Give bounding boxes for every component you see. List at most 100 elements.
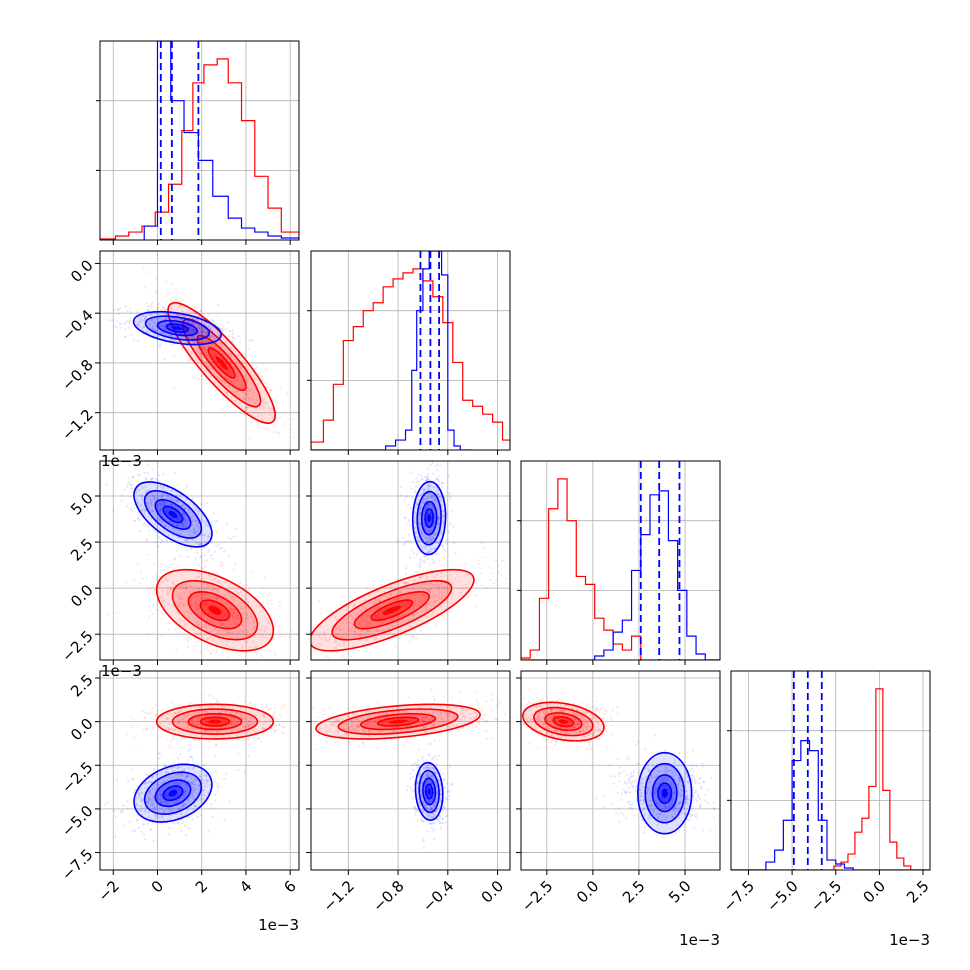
red-sample bbox=[369, 621, 372, 624]
blue-sample bbox=[158, 494, 161, 497]
y-tick-label: −0.8 bbox=[58, 356, 96, 394]
blue-sample bbox=[150, 478, 153, 481]
red-sample bbox=[206, 596, 209, 599]
red-sample bbox=[394, 644, 397, 648]
red-sample bbox=[134, 744, 138, 747]
blue-sample bbox=[426, 475, 429, 478]
red-sample bbox=[230, 374, 233, 378]
blue-sample bbox=[182, 525, 186, 528]
red-sample bbox=[196, 595, 199, 598]
blue-sample bbox=[160, 801, 163, 804]
blue-sample bbox=[171, 324, 174, 327]
blue-sample bbox=[159, 504, 162, 507]
y-tick-label: −2.5 bbox=[58, 758, 96, 796]
red-sample bbox=[213, 354, 216, 357]
blue-sample bbox=[180, 769, 184, 772]
blue-sample bbox=[199, 330, 202, 333]
red-sample bbox=[190, 351, 193, 354]
red-sample bbox=[282, 732, 285, 735]
blue-sample bbox=[201, 797, 205, 800]
red-sample bbox=[340, 656, 343, 659]
blue-sample bbox=[163, 309, 166, 312]
red-sample bbox=[182, 598, 185, 601]
blue-sample bbox=[431, 461, 434, 464]
blue-sample bbox=[179, 782, 182, 785]
blue-sample bbox=[447, 475, 450, 478]
red-sample bbox=[236, 622, 239, 626]
blue-sample bbox=[425, 541, 429, 544]
blue-sample bbox=[211, 330, 214, 333]
blue-sample bbox=[150, 302, 153, 305]
red-sample bbox=[206, 586, 209, 590]
blue-sample bbox=[140, 509, 143, 512]
red-sample bbox=[236, 721, 239, 724]
blue-sample bbox=[424, 508, 427, 511]
red-sample bbox=[225, 382, 228, 385]
red-sample bbox=[485, 730, 488, 733]
blue-sample bbox=[171, 776, 174, 779]
blue-sample bbox=[138, 796, 141, 799]
blue-sample bbox=[154, 522, 157, 526]
red-sample bbox=[154, 713, 157, 716]
blue-sample bbox=[172, 530, 176, 534]
red-sample bbox=[142, 710, 145, 714]
blue-sample bbox=[416, 503, 419, 506]
blue-sample bbox=[156, 504, 159, 507]
blue-sample bbox=[156, 798, 159, 802]
red-sample bbox=[179, 618, 182, 621]
panel-frame bbox=[310, 460, 511, 661]
red-sample bbox=[177, 710, 180, 714]
red-sample bbox=[236, 663, 238, 665]
blue-sample bbox=[420, 572, 423, 576]
blue-sample bbox=[129, 311, 133, 314]
blue-sample bbox=[222, 334, 225, 337]
y-tick-label: 2.5 bbox=[67, 671, 97, 701]
red-sample bbox=[199, 355, 202, 359]
blue-sample bbox=[437, 524, 440, 527]
blue-sample bbox=[166, 784, 169, 788]
blue-sample bbox=[435, 486, 438, 489]
red-sample bbox=[215, 700, 218, 703]
red-sample bbox=[125, 581, 128, 584]
blue-sample bbox=[206, 779, 209, 782]
red-sample bbox=[186, 714, 190, 718]
red-sample bbox=[171, 303, 174, 306]
red-sample bbox=[231, 616, 234, 619]
blue-sample bbox=[195, 805, 198, 808]
red-sample bbox=[152, 593, 155, 597]
red-sample bbox=[343, 598, 347, 602]
red-sample bbox=[220, 706, 223, 709]
blue-sample bbox=[432, 486, 435, 489]
red-sample bbox=[377, 598, 380, 601]
blue-sample bbox=[215, 520, 219, 523]
red-sample bbox=[178, 704, 181, 707]
blue-sample bbox=[442, 556, 445, 560]
blue-sample bbox=[437, 478, 440, 481]
red-sample bbox=[260, 375, 263, 378]
blue-sample bbox=[179, 766, 182, 769]
red-sample bbox=[261, 726, 265, 730]
red-sample bbox=[229, 712, 232, 715]
blue-sample bbox=[176, 499, 179, 502]
blue-sample bbox=[156, 795, 160, 798]
blue-sample bbox=[435, 476, 438, 479]
red-sample bbox=[368, 629, 371, 633]
blue-sample bbox=[126, 485, 129, 488]
blue-sample bbox=[437, 480, 440, 483]
red-sample bbox=[216, 315, 219, 318]
blue-sample bbox=[150, 502, 153, 505]
blue-sample bbox=[187, 774, 190, 777]
blue-sample bbox=[431, 570, 434, 573]
blue-sample bbox=[407, 533, 410, 536]
blue-sample bbox=[147, 321, 150, 324]
red-sample bbox=[191, 604, 194, 607]
blue-sample bbox=[161, 324, 164, 327]
blue-sample bbox=[445, 542, 448, 545]
red-sample bbox=[196, 605, 199, 608]
red-sample bbox=[153, 562, 156, 565]
blue-sample bbox=[205, 541, 208, 544]
red-sample bbox=[233, 392, 236, 395]
red-sample bbox=[222, 615, 226, 618]
blue-sample bbox=[167, 796, 170, 799]
